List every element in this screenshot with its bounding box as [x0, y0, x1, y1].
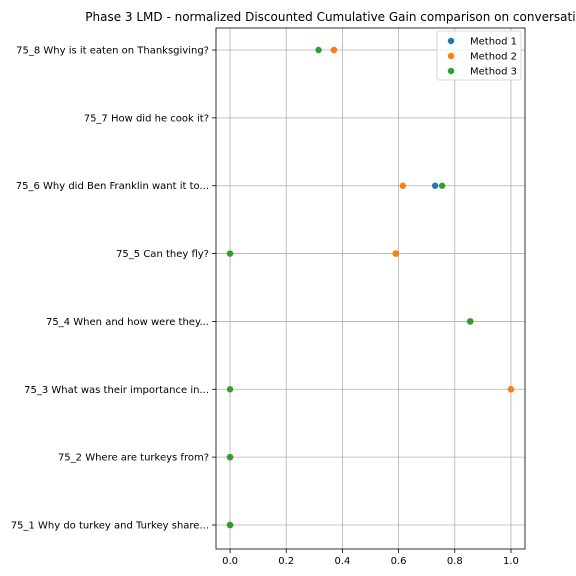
legend-label: Method 1	[470, 37, 517, 48]
x-tick-label: 0.8	[447, 556, 463, 567]
y-tick-label: 75_7 How did he cook it?	[84, 113, 209, 124]
x-tick-label: 1.0	[503, 556, 519, 567]
y-tick-label: 75_3 What was their importance in...	[24, 385, 209, 396]
data-point	[226, 453, 234, 461]
chart-title: Phase 3 LMD - normalized Discounted Cumu…	[85, 10, 576, 24]
legend: Method 1 Method 2 Method 3	[436, 30, 522, 81]
data-point	[226, 386, 234, 393]
y-tick-label: 75_1 Why do turkey and Turkey share...	[11, 521, 209, 532]
plot-area	[215, 27, 526, 550]
x-tick-label: 0.6	[391, 556, 407, 567]
x-tick-label: 0.4	[334, 556, 350, 567]
x-axis: 0.0 0.2 0.4 0.6 0.8 1.0	[222, 549, 519, 567]
x-tick-label: 0.0	[222, 556, 238, 567]
legend-marker	[447, 37, 455, 45]
y-tick-label: 75_5 Can they fly?	[116, 249, 209, 260]
data-point	[392, 250, 399, 257]
data-point	[507, 386, 515, 393]
data-points	[226, 46, 515, 529]
x-tick-label: 0.2	[278, 556, 294, 567]
data-point	[399, 182, 407, 189]
data-point	[330, 46, 338, 54]
legend-marker	[447, 67, 455, 75]
legend-label: Method 2	[470, 52, 517, 63]
data-point	[226, 521, 234, 529]
legend-box	[436, 30, 522, 81]
data-point	[226, 250, 234, 257]
y-tick-label: 75_6 Why did Ben Franklin want it to...	[16, 181, 209, 192]
y-tick-label: 75_2 Where are turkeys from?	[58, 453, 209, 464]
legend-label: Method 3	[470, 67, 517, 78]
data-point	[315, 46, 322, 54]
data-point	[467, 318, 474, 325]
y-tick-label: 75_4 When and how were they...	[46, 317, 209, 328]
grid	[216, 28, 525, 549]
legend-marker	[447, 52, 455, 60]
y-axis: 75_1 Why do turkey and Turkey share... 75…	[11, 46, 216, 532]
data-point	[431, 182, 439, 189]
y-tick-label: 75_8 Why is it eaten on Thanksgiving?	[16, 46, 209, 57]
data-point	[438, 182, 446, 189]
